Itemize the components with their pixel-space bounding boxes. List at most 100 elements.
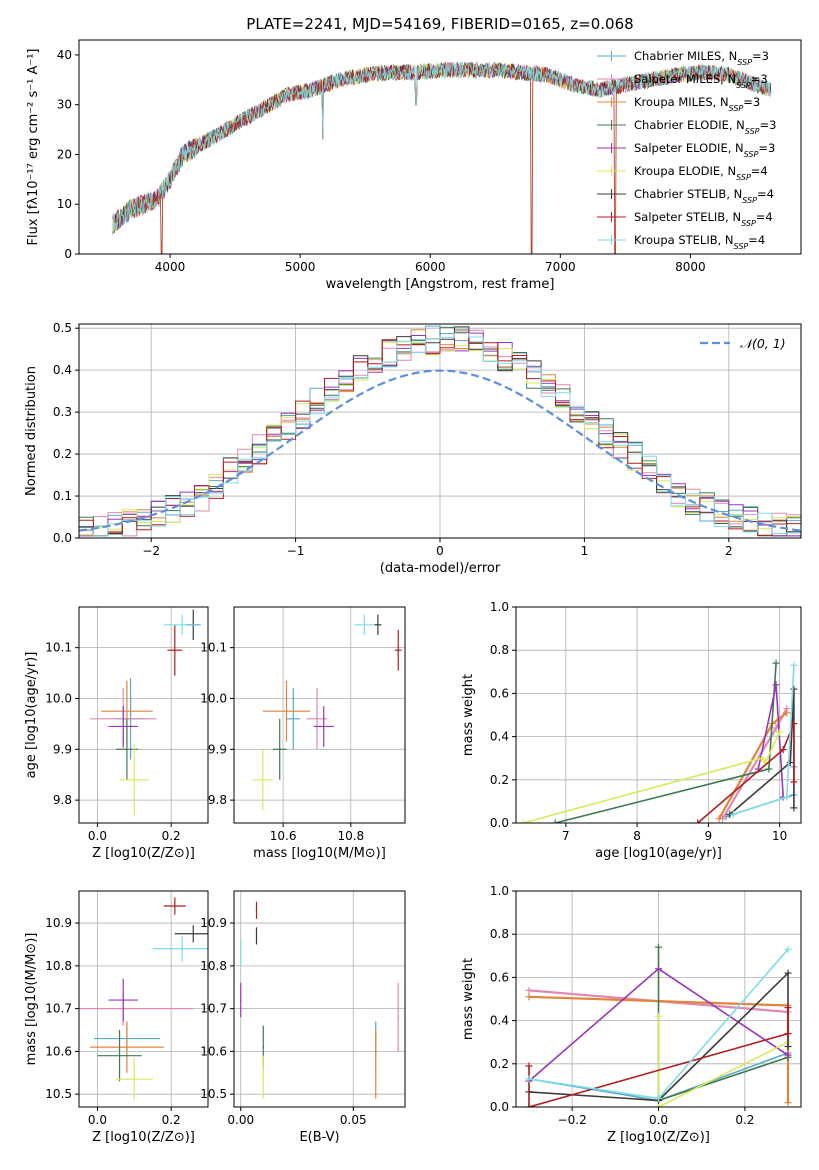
plot-area bbox=[234, 891, 405, 1107]
plot-area bbox=[516, 891, 801, 1107]
y-tick-label: 0.2 bbox=[490, 1057, 509, 1071]
axes-frame bbox=[78, 39, 802, 255]
y-tick-label: 0.8 bbox=[490, 927, 509, 941]
point-kroupa_elodie bbox=[261, 779, 264, 781]
normal-curve bbox=[79, 369, 801, 532]
plot-area bbox=[234, 607, 405, 823]
y-tick-label: 10.7 bbox=[45, 1002, 72, 1016]
x-tick-label: 0.0 bbox=[88, 1113, 107, 1127]
y-tick-label: 10.1 bbox=[45, 641, 72, 655]
y-tick-label: 0.2 bbox=[490, 773, 509, 787]
legend-entry: Chabrier ELODIE, NSSP=3 bbox=[634, 118, 776, 136]
y-tick-label: 0 bbox=[64, 247, 72, 261]
y-tick-label: 10.6 bbox=[45, 1044, 72, 1058]
y-tick-label: 10.5 bbox=[45, 1087, 72, 1101]
x-tick-label: −2 bbox=[142, 544, 160, 558]
x-axis-label: Z [log10(Z/Z⊙)] bbox=[92, 846, 195, 861]
axes-frame bbox=[515, 606, 802, 824]
x-axis-label: E(B-V) bbox=[299, 1130, 339, 1145]
legend-entry: Kroupa STELIB, NSSP=4 bbox=[634, 233, 765, 251]
y-tick-label: 0.6 bbox=[490, 686, 509, 700]
plot-area bbox=[79, 891, 208, 1107]
x-tick-label: 1 bbox=[581, 544, 589, 558]
spectrum-line-kroupa_stelib bbox=[112, 61, 772, 234]
weight-line-salpeter_stelib bbox=[528, 1007, 789, 1107]
panel-age_vs_Z: 0.0 0.2 9.8 9.9 10.0 10.1 Z [log10(Z/Z⊙)] age [… bbox=[24, 606, 209, 861]
x-tick-label: 4000 bbox=[155, 260, 186, 274]
y-tick-label: 0.4 bbox=[490, 730, 509, 744]
x-tick-label: 0.2 bbox=[162, 1113, 181, 1127]
panel-mass_weight_vs_age: 7 8 9 10 0.0 0.2 0.4 0.6 0.8 1.0 age [log10(age/yr… bbox=[461, 600, 802, 861]
point-chabrier_elodie bbox=[118, 1054, 121, 1057]
point-kroupa_elodie bbox=[133, 1078, 136, 1080]
spectrum-line-salpeter_stelib bbox=[112, 61, 772, 254]
legend-entry: Kroupa ELODIE, NSSP=4 bbox=[634, 164, 768, 182]
x-tick-label: 7 bbox=[562, 829, 570, 843]
y-tick-label: 0.0 bbox=[490, 1100, 509, 1114]
x-tick-label: 9 bbox=[705, 829, 713, 843]
point-chabrier_stelib bbox=[377, 623, 379, 626]
plot-area bbox=[112, 61, 772, 254]
x-tick-label: 0.05 bbox=[340, 1113, 367, 1127]
panel-residual_hist: −2 −1 0 1 2 0.0 0.1 0.2 0.3 0.4 0.5 (data-model)/er… bbox=[24, 321, 802, 576]
legend-entry: Salpeter ELODIE, NSSP=3 bbox=[634, 141, 775, 159]
weight-line-salpeter_stelib bbox=[697, 723, 795, 823]
panel-spectrum: 4000 5000 6000 7000 8000 0 10 20 30 40 wavelength … bbox=[26, 39, 802, 292]
legend-entry: Salpeter MILES, NSSP=3 bbox=[634, 72, 768, 90]
point-chabrier_miles bbox=[292, 718, 295, 720]
plot-area bbox=[516, 607, 801, 823]
point-chabrier_elodie bbox=[278, 748, 281, 751]
y-tick-label: 10 bbox=[57, 197, 72, 211]
spectrum-line-kroupa_elodie bbox=[112, 61, 772, 254]
point-salpeter_elodie bbox=[239, 999, 242, 1001]
point-kroupa_elodie bbox=[133, 779, 136, 781]
y-tick-label: 10.1 bbox=[200, 641, 227, 655]
point-salpeter_elodie bbox=[122, 999, 125, 1001]
y-tick-label: 1.0 bbox=[490, 884, 509, 898]
plot-area bbox=[79, 324, 801, 538]
legend-entry: 𝒩(0, 1) bbox=[740, 336, 786, 351]
x-tick-label: −1 bbox=[287, 544, 305, 558]
point-kroupa_stelib bbox=[181, 947, 183, 950]
point-chabrier_elodie bbox=[262, 1046, 265, 1048]
y-tick-label: 9.8 bbox=[208, 793, 227, 807]
point-salpeter_stelib bbox=[397, 649, 400, 651]
y-axis-label: Normed distribution bbox=[24, 366, 39, 496]
y-tick-label: 9.9 bbox=[53, 742, 72, 756]
y-tick-label: 9.9 bbox=[208, 742, 227, 756]
x-axis-label: (data-model)/error bbox=[380, 561, 501, 576]
y-tick-label: 0.3 bbox=[53, 405, 72, 419]
point-kroupa_stelib bbox=[239, 952, 242, 954]
y-tick-label: 30 bbox=[57, 98, 72, 112]
legend-entry: Kroupa MILES, NSSP=3 bbox=[634, 95, 760, 113]
y-axis-label: age [log10(age/yr)] bbox=[24, 652, 39, 779]
x-tick-label: 0.2 bbox=[735, 1113, 754, 1127]
point-kroupa_miles bbox=[126, 710, 128, 712]
point-salpeter_miles bbox=[397, 1016, 400, 1018]
axes-frame bbox=[78, 890, 209, 1108]
point-chabrier_stelib bbox=[255, 935, 258, 937]
weight-line-kroupa_elodie bbox=[657, 1016, 789, 1107]
plot-area bbox=[79, 607, 208, 823]
x-tick-label: 0.00 bbox=[227, 1113, 254, 1127]
figure-title: PLATE=2241, MJD=54169, FIBERID=0165, z=0… bbox=[246, 15, 633, 33]
y-tick-label: 10.8 bbox=[45, 959, 72, 973]
y-tick-label: 10.5 bbox=[200, 1087, 227, 1101]
y-tick-label: 0.6 bbox=[490, 970, 509, 984]
weight-line-kroupa_elodie bbox=[522, 731, 781, 823]
x-tick-label: 2 bbox=[725, 544, 733, 558]
point-kroupa_stelib bbox=[181, 623, 183, 626]
y-axis-label: mass weight bbox=[461, 958, 476, 1040]
panel-age_vs_mass: 10.6 10.8 9.8 9.9 10.0 10.1 mass [log10(M/M⊙)] bbox=[200, 606, 406, 861]
point-kroupa_miles bbox=[126, 1046, 128, 1048]
y-tick-label: 10.8 bbox=[200, 959, 227, 973]
y-tick-label: 20 bbox=[57, 147, 72, 161]
y-axis-label: mass weight bbox=[461, 674, 476, 756]
y-tick-label: 10.7 bbox=[200, 1002, 227, 1016]
x-tick-label: 10.6 bbox=[270, 829, 297, 843]
legend-entry: Chabrier MILES, NSSP=3 bbox=[634, 49, 769, 67]
weight-line-salpeter_miles bbox=[721, 707, 788, 820]
axes-frame bbox=[78, 323, 802, 539]
y-axis-label: Flux [fλ10⁻¹⁷ erg cm⁻² s⁻¹ A⁻¹] bbox=[26, 49, 41, 246]
